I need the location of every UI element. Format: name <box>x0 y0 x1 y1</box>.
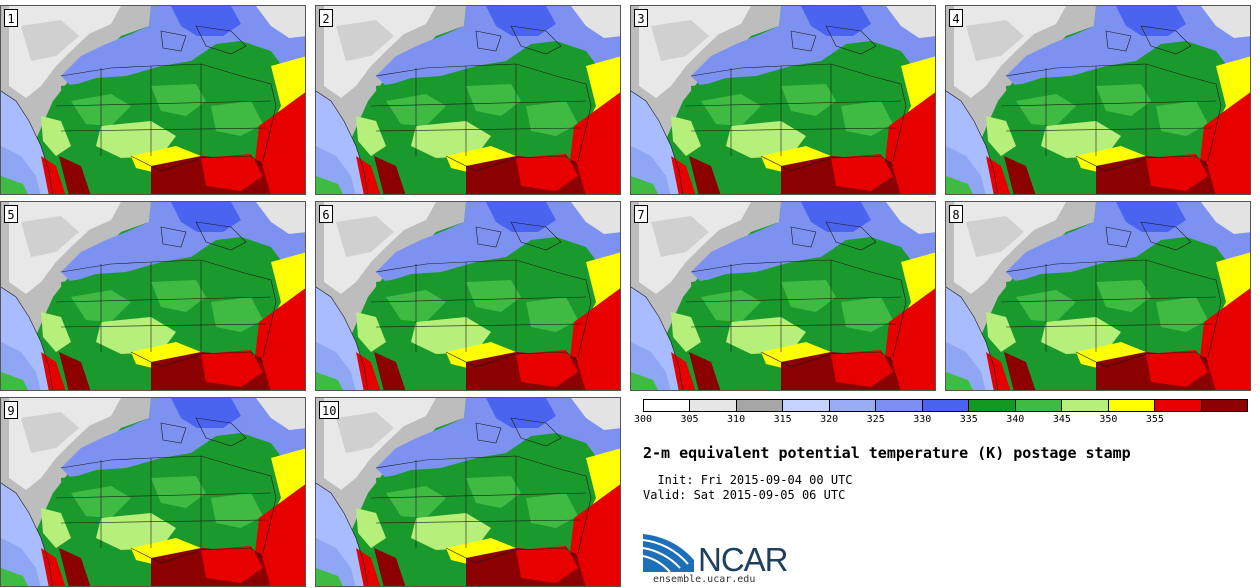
member-number-label: 3 <box>634 9 648 27</box>
colorbar-tick: 310 <box>727 414 746 425</box>
member-number-label: 1 <box>4 9 18 27</box>
colorbar-tick: 320 <box>820 414 839 425</box>
colorbar-segment <box>1155 400 1202 411</box>
colorbar-tick: 325 <box>866 414 885 425</box>
colorbar-tick: 350 <box>1099 414 1118 425</box>
ensemble-member-panel-1[interactable]: 1 <box>0 5 306 195</box>
ensemble-member-panel-8[interactable]: 8 <box>945 201 1251 391</box>
map-icon <box>316 6 620 194</box>
colorbar-segment <box>876 400 923 411</box>
ensemble-member-panel-9[interactable]: 9 <box>0 397 306 587</box>
product-title: 2-m equivalent potential temperature (K)… <box>643 444 1131 462</box>
ensemble-member-panel-3[interactable]: 3 <box>630 5 936 195</box>
member-number-label: 8 <box>949 205 963 223</box>
colorbar-tick: 345 <box>1052 414 1071 425</box>
map-icon <box>1 6 305 194</box>
colorbar-segment <box>829 400 877 411</box>
colorbar-segment <box>644 400 691 411</box>
map-icon <box>946 6 1250 194</box>
colorbar-segment <box>690 400 737 411</box>
member-number-label: 6 <box>319 205 333 223</box>
colorbar-segment <box>922 400 970 411</box>
colorbar-segment <box>783 400 830 411</box>
map-icon <box>316 398 620 586</box>
ensemble-member-panel-5[interactable]: 5 <box>0 201 306 391</box>
colorbar-segment <box>1015 400 1063 411</box>
ncar-logo-icon <box>642 534 694 573</box>
colorbar-segment <box>969 400 1016 411</box>
ensemble-member-panel-10[interactable]: 10 <box>315 397 621 587</box>
colorbar-tick: 330 <box>913 414 932 425</box>
valid-time: Valid: Sat 2015-09-05 06 UTC <box>643 488 846 502</box>
ensemble-member-panel-7[interactable]: 7 <box>630 201 936 391</box>
map-icon <box>631 202 935 390</box>
colorbar-segment <box>1108 400 1156 411</box>
colorbar-tick: 300 <box>633 414 653 425</box>
colorbar <box>643 399 1248 412</box>
map-icon <box>316 202 620 390</box>
map-icon <box>631 6 935 194</box>
colorbar-tick: 305 <box>680 414 699 425</box>
map-icon <box>946 202 1250 390</box>
ensemble-member-panel-6[interactable]: 6 <box>315 201 621 391</box>
colorbar-segment <box>1062 400 1109 411</box>
map-icon <box>1 398 305 586</box>
init-time: Init: Fri 2015-09-04 00 UTC <box>643 473 853 487</box>
site-url[interactable]: ensemble.ucar.edu <box>653 574 756 585</box>
ensemble-member-panel-2[interactable]: 2 <box>315 5 621 195</box>
member-number-label: 7 <box>634 205 648 223</box>
map-icon <box>1 202 305 390</box>
colorbar-tick: 340 <box>1006 414 1025 425</box>
member-number-label: 5 <box>4 205 18 223</box>
member-number-label: 10 <box>319 401 340 419</box>
member-number-label: 2 <box>319 9 333 27</box>
colorbar-segment <box>736 400 784 411</box>
ncar-logo-text: NCAR <box>698 541 789 578</box>
member-number-label: 4 <box>949 9 963 27</box>
member-number-label: 9 <box>4 401 18 419</box>
colorbar-segment <box>1201 400 1248 411</box>
colorbar-tick: 355 <box>1145 414 1164 425</box>
colorbar-tick-labels: 300 305 310 315 320 325 330 335 340 345 350 355 <box>634 414 1248 428</box>
colorbar-tick: 335 <box>959 414 978 425</box>
ensemble-member-panel-4[interactable]: 4 <box>945 5 1251 195</box>
colorbar-tick: 315 <box>773 414 792 425</box>
